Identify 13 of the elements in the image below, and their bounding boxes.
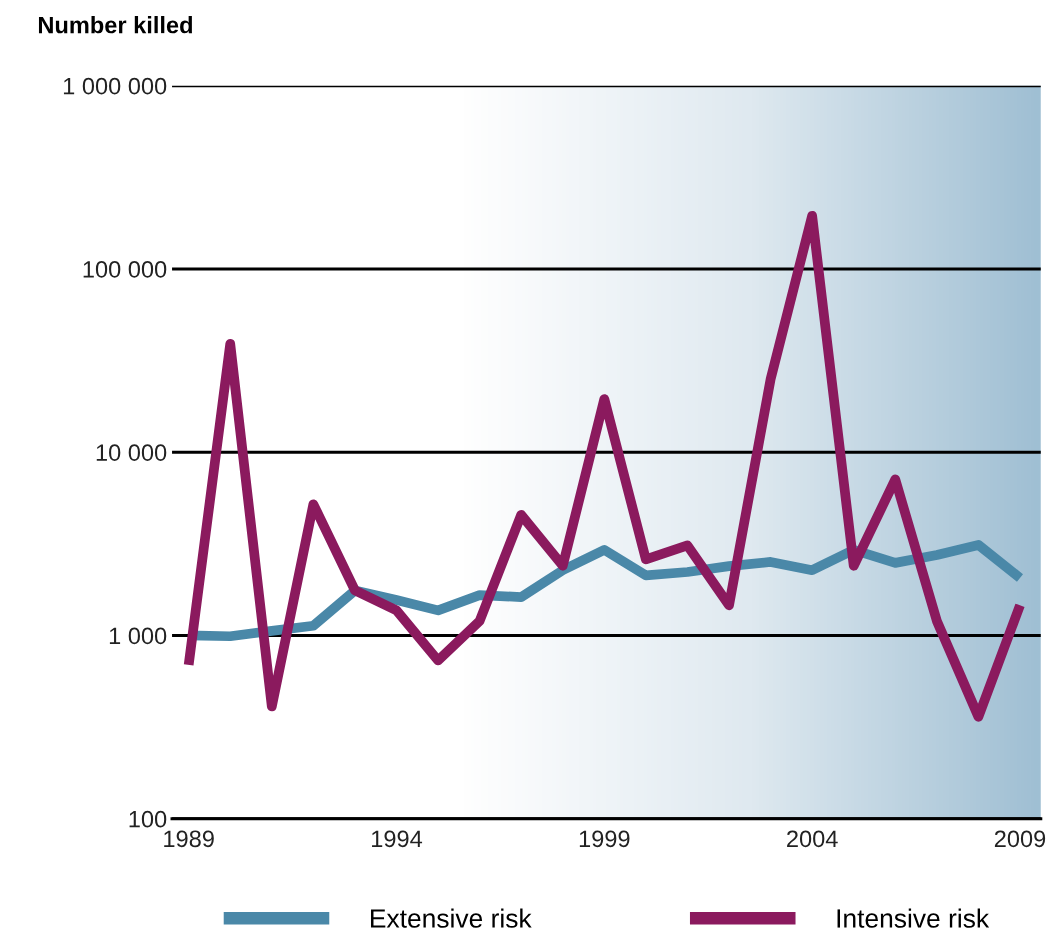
- y-tick-label: 100: [129, 810, 167, 828]
- x-tick-label: 2004: [787, 830, 838, 848]
- x-tick-label: 1989: [164, 830, 214, 848]
- y-tick-label: 1 000: [109, 627, 167, 645]
- y-tick-label: 10 000: [96, 444, 167, 461]
- legend-label: Extensive risk: [371, 908, 532, 928]
- legend-label: Intensive risk: [837, 908, 990, 928]
- x-tick-label: 1999: [579, 830, 630, 848]
- x-tick-label: 2009: [994, 830, 1046, 848]
- y-tick-label: 100 000: [83, 261, 167, 278]
- y-axis-title: Number killed: [38, 16, 192, 34]
- x-tick-label: 1994: [372, 830, 423, 848]
- y-tick-label: 1 000 000: [63, 77, 167, 95]
